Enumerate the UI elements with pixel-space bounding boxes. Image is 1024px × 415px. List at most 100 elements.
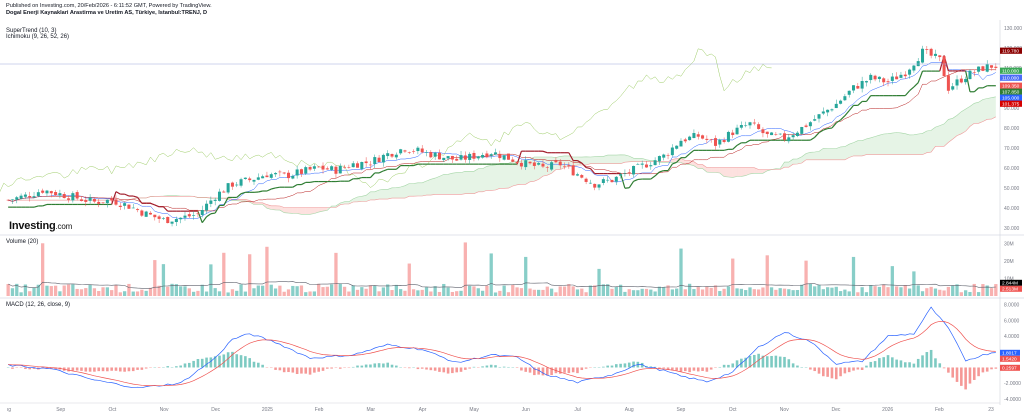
cloud-segment [607,155,612,164]
candle-body [442,157,446,161]
supertrend-segment [672,161,677,165]
supertrend-segment [965,70,971,92]
volume-bar [985,285,989,296]
volume-bar [989,288,994,296]
histogram-bar [80,367,83,371]
volume-bar [256,285,260,296]
histogram-bar [200,358,204,368]
cloud-segment [836,146,841,160]
candle [377,154,381,163]
candle [10,199,14,204]
histogram-bar [856,367,860,370]
volume-bar [19,292,23,296]
candle-body [330,166,334,170]
candle [248,176,252,183]
cloud-segment [512,161,518,187]
candle-body [951,86,955,90]
candle [153,214,157,221]
cloud-segment [698,164,703,169]
histogram-bar [964,367,967,390]
histogram-bar [110,367,113,371]
histogram-bar [977,367,980,377]
volume-bar [127,283,131,296]
candle-body [657,156,661,162]
histogram-bar [222,354,226,368]
chart-header: Published on Investing.com, 20/Feb/2026 … [6,3,212,17]
cloud-segment [831,148,837,160]
histogram-bar [774,355,778,368]
candle-body [778,133,782,135]
candle-body [295,169,299,176]
price-tick-label: 80.000 [1004,126,1020,132]
volume-bar [705,286,709,296]
volume-bar [368,285,373,296]
cloud-segment [491,164,496,191]
volume-bar [394,284,398,296]
candle-body [575,174,579,176]
candle [299,168,303,177]
candle-body [105,199,109,204]
time-tick-label: Mar [366,407,375,413]
cloud-segment [853,140,858,156]
supertrend-segment [258,190,263,193]
candle-body [325,168,329,170]
candle [981,65,985,72]
supertrend-segment [650,175,656,180]
histogram-bar [822,367,825,377]
candle-body [390,154,394,157]
histogram-bar [735,360,739,368]
cloud-segment [991,96,996,120]
volume-bar [795,289,800,296]
supertrend-segment [133,195,138,198]
candle-body [75,192,79,199]
histogram-bar [744,357,747,368]
cloud-segment [978,99,983,124]
candle-body [537,163,541,165]
candle-body [627,172,631,173]
candle-body [256,177,260,180]
volume-bar [489,253,493,296]
histogram-bar [433,367,437,371]
candle-body [864,81,868,83]
volume-bar [299,285,304,296]
volume-bar [118,292,122,296]
cloud-segment [530,156,535,182]
time-tick-label: 2026 [882,407,893,413]
histogram-bar [183,363,187,368]
candle [933,49,937,59]
candle-body [399,149,403,154]
cloud-segment [879,134,884,155]
supertrend-segment [348,178,354,182]
volume-bar [692,289,696,296]
time-tick-label: May [469,407,479,413]
candle-body [97,201,101,204]
candle [528,161,532,165]
candle-body [472,152,476,159]
candle-body [481,155,485,158]
cloud-segment [814,151,820,160]
cloud-segment [616,154,621,164]
histogram-bar [196,359,200,368]
volume-bar [6,284,10,296]
volume-bar [726,286,731,296]
candle-body [688,136,692,141]
histogram-bar [386,362,389,368]
candle-body [170,221,174,224]
candle [412,149,416,154]
candle-body [731,132,735,136]
candle [524,156,528,171]
candle-body [813,119,817,121]
candle-body [890,76,894,81]
supertrend-segment [814,132,820,138]
volume-bar [959,292,963,296]
candle [826,109,830,117]
candle-body [10,199,14,201]
histogram-bar [45,367,49,369]
candle-body [774,134,778,135]
candle-body [601,179,605,183]
histogram-bar [528,367,532,373]
histogram-bar [662,367,666,369]
histogram-bar [498,366,502,368]
candle [895,72,899,80]
